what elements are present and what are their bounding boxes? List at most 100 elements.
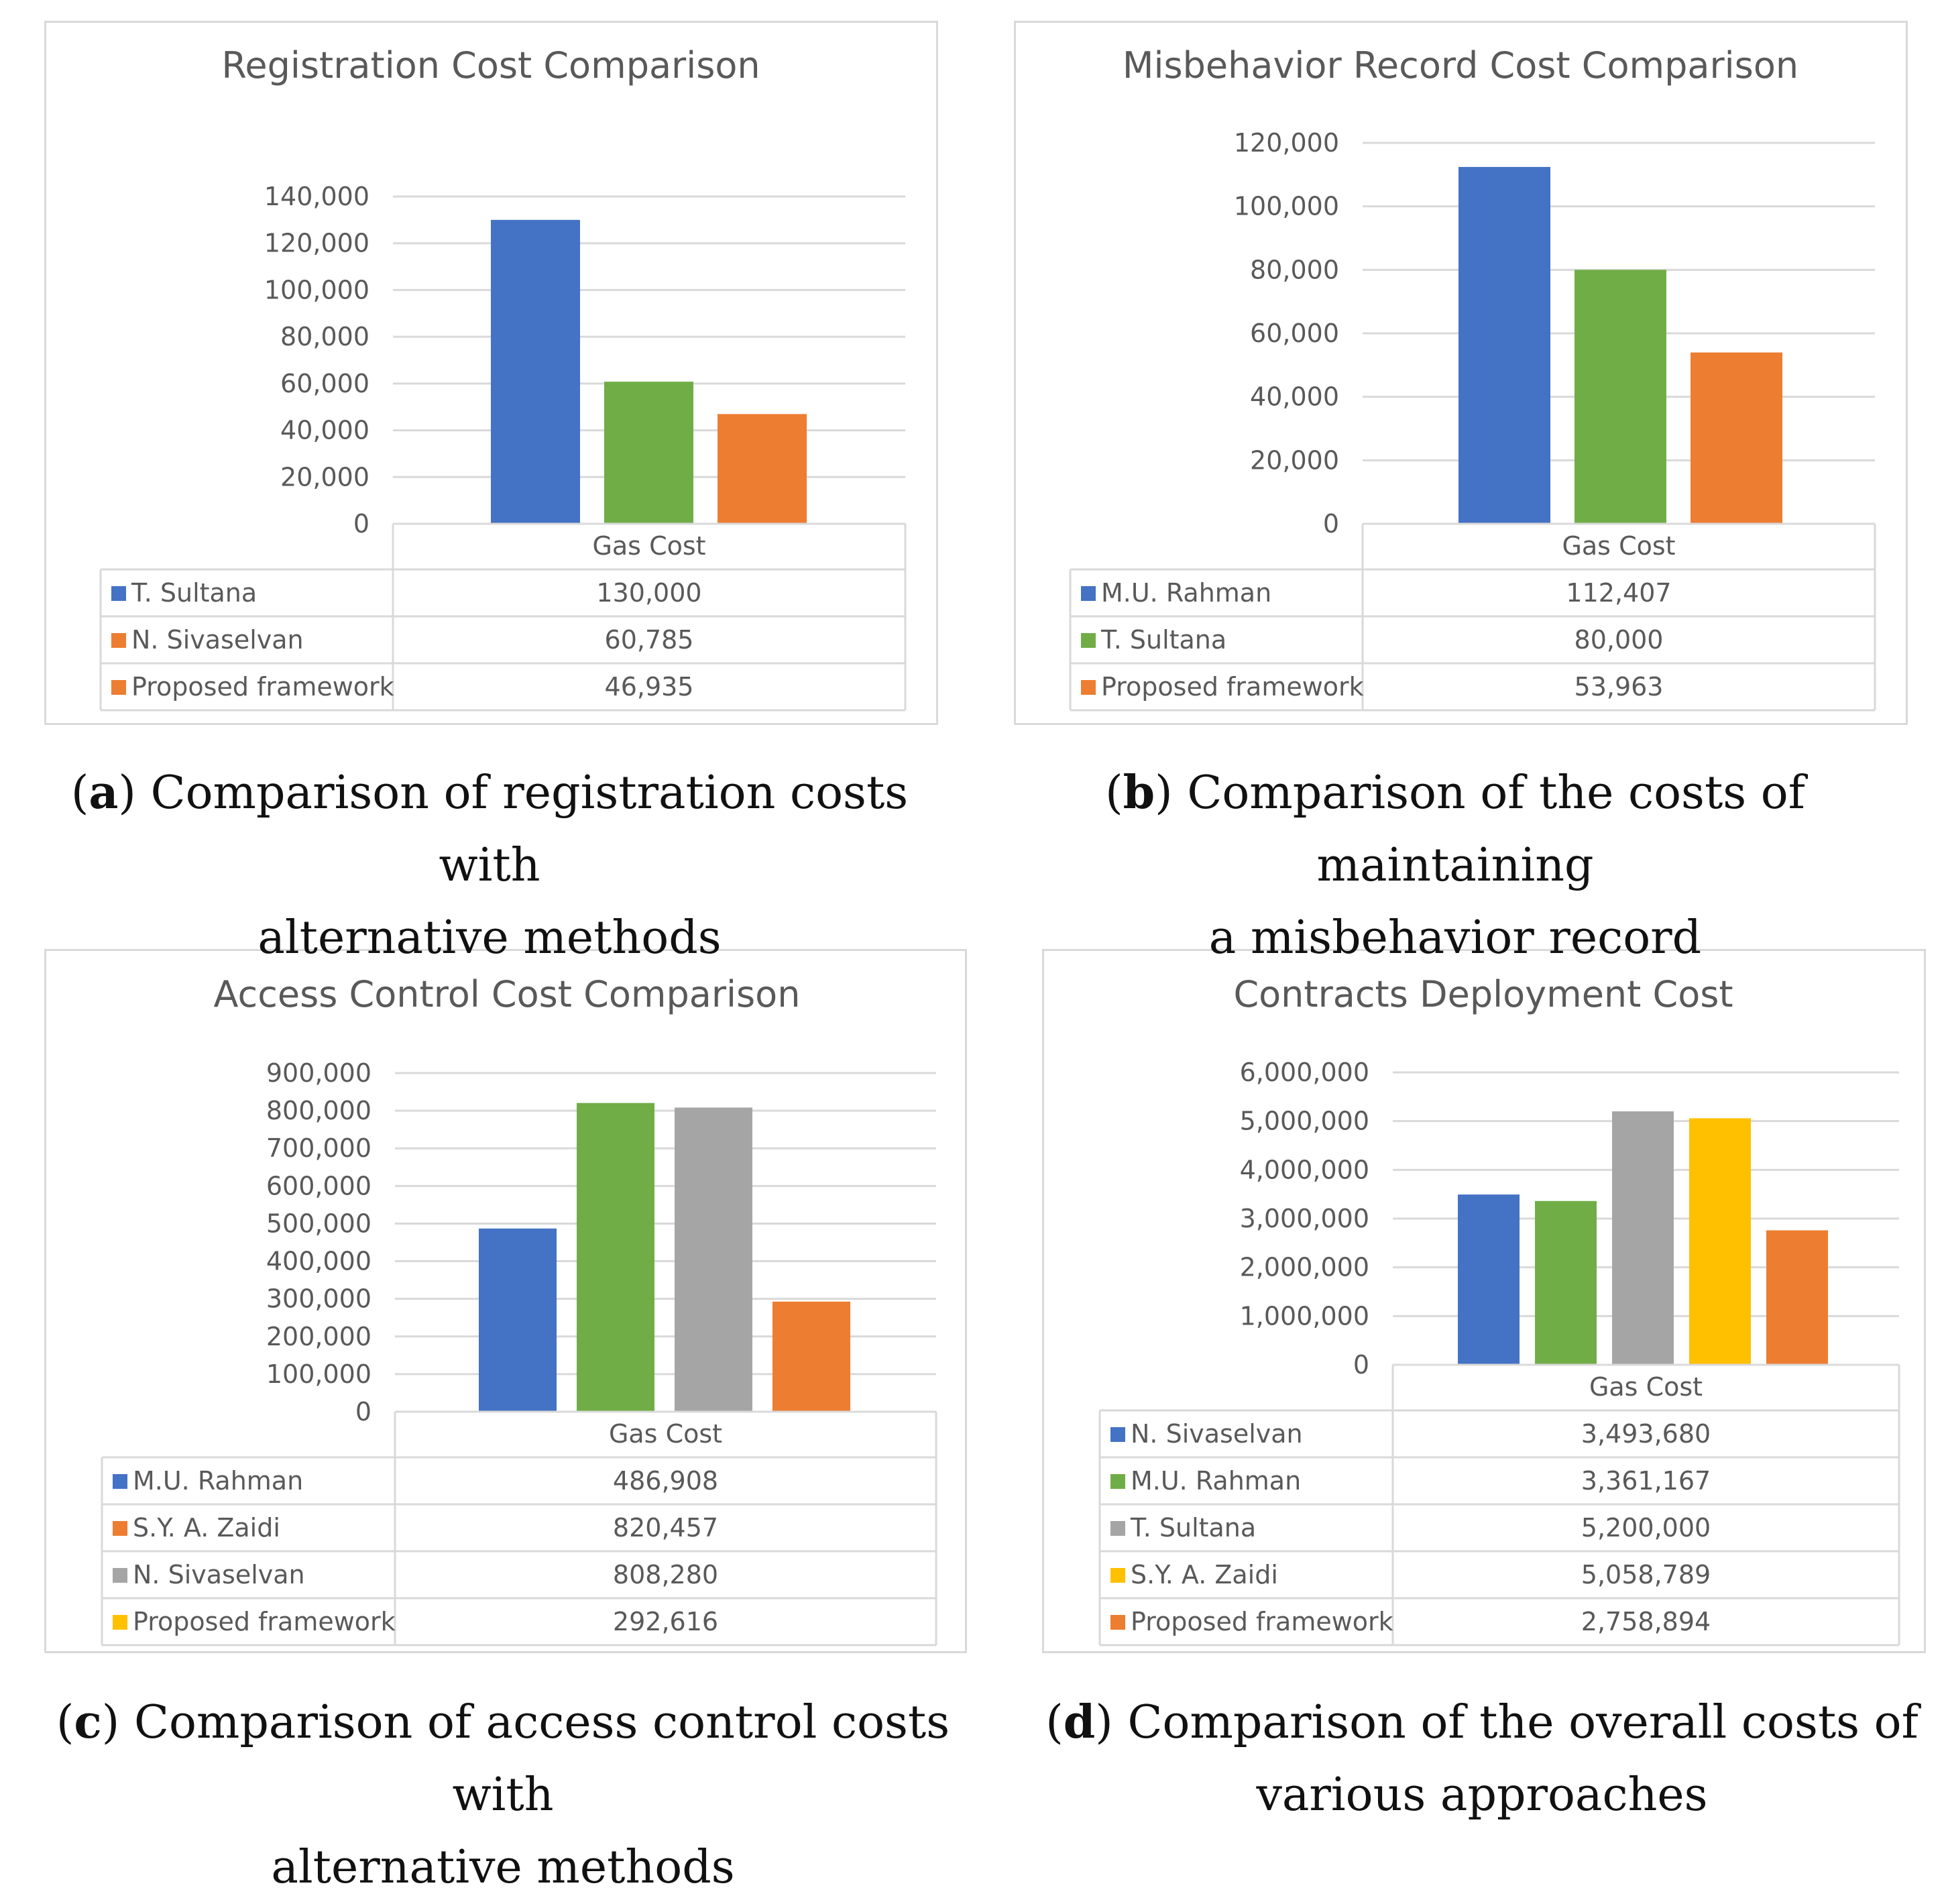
caption-a-line2: alternative methods [257,911,722,964]
caption-d-line2: various approaches [1256,1769,1708,1822]
chart-b-bar-2 [1575,270,1666,524]
chart-c-ytick-label: 200,000 [266,1322,371,1351]
caption-b-line2: a misbehavior record [1208,911,1702,964]
chart-b-data-label-2: 80,000 [1575,625,1664,655]
chart-d-data-label-3: 5,200,000 [1581,1513,1711,1543]
chart-b-title: Misbehavior Record Cost Comparison [1123,44,1798,87]
chart-d-ytick-label: 3,000,000 [1240,1204,1369,1233]
chart-a-legend-swatch-3 [111,680,126,695]
caption-b-line1: (b) Comparison of the costs of maintaini… [1105,766,1805,892]
chart-d-bar-4 [1689,1118,1751,1365]
chart-d: Contracts Deployment Cost 0 1,000,000 2,000… [1098,973,1900,1646]
chart-b-data-label-1: 112,407 [1566,578,1671,608]
chart-c-ytick-label: 300,000 [266,1284,371,1314]
chart-d-legend-swatch-2 [1110,1474,1125,1489]
panel-c-frame [44,949,967,1653]
chart-b-ytick-label: 80,000 [1250,255,1339,284]
chart-b-legend-swatch-1 [1081,586,1096,601]
chart-b-legend-swatch-2 [1081,633,1096,648]
caption-a-text1: Comparison of registration costs with [150,767,909,892]
chart-d-data-label-1: 3,493,680 [1581,1419,1711,1449]
chart-a: Registration Cost Comparison 0 20,000 40,00… [99,44,907,712]
caption-d-line1: (d) Comparison of the overall costs of [1045,1695,1919,1749]
caption-a: (a) Comparison of registration costs wit… [13,757,966,974]
chart-b-ytick-label: 60,000 [1250,319,1339,348]
caption-a-letter: a [89,766,119,820]
chart-d-bar-5 [1766,1230,1828,1365]
chart-d-bar-1 [1458,1194,1520,1365]
chart-c-ytick-label: 600,000 [266,1171,371,1200]
chart-c-legend-swatch-4 [113,1615,127,1630]
chart-c-legend-label-4: Proposed framework [133,1607,396,1636]
chart-d-ytick-label: 1,000,000 [1240,1301,1369,1331]
chart-d-legend-label-3: T. Sultana [1130,1513,1256,1543]
caption-b-letter: b [1123,766,1155,820]
panel-d-frame [1042,949,1926,1653]
chart-c-data-label-1: 486,908 [613,1466,718,1496]
chart-c-legend-label-1: M.U. Rahman [133,1466,303,1496]
chart-d-legend-label-5: Proposed framework [1131,1607,1393,1636]
chart-a-ytick-label: 140,000 [264,182,369,211]
chart-c-legend-swatch-3 [113,1568,127,1583]
chart-c-ytick-label: 800,000 [266,1096,371,1125]
chart-a-legend-swatch-1 [111,586,126,601]
chart-b-legend-label-1: M.U. Rahman [1101,578,1271,608]
chart-c: Access Control Cost Comparison 0 100,000 20… [101,973,937,1646]
caption-c-line1: (c) Comparison of access control costs w… [56,1695,950,1822]
chart-a-legend-label-3: Proposed framework [131,672,394,702]
chart-a-data-label-1: 130,000 [596,578,701,608]
chart-b-ytick-label: 0 [1323,509,1339,539]
chart-d-bar-2 [1535,1200,1597,1365]
chart-b-bar-1 [1458,166,1550,524]
chart-c-bar-1 [479,1228,557,1412]
caption-c-letter: c [74,1695,102,1749]
caption-d: (d) Comparison of the overall costs of v… [1006,1686,1946,1832]
chart-d-legend-label-1: N. Sivaselvan [1131,1419,1303,1449]
caption-a-line1: (a) Comparison of registration costs wit… [70,766,909,892]
chart-d-data-label-5: 2,758,894 [1581,1607,1711,1636]
chart-a-bar-3 [718,414,807,524]
chart-d-legend-label-4: S.Y. A. Zaidi [1131,1560,1278,1589]
chart-a-ytick-label: 120,000 [264,229,369,258]
chart-b: Misbehavior Record Cost Comparison 0 20,00… [1069,44,1876,712]
chart-d-ytick-label: 6,000,000 [1240,1058,1369,1087]
chart-b-bar-3 [1691,352,1782,524]
chart-b-ytick-label: 40,000 [1250,382,1339,412]
chart-b-ytick-label: 120,000 [1234,128,1339,158]
chart-d-bar-3 [1612,1111,1674,1365]
chart-a-data-label-2: 60,785 [605,625,694,655]
chart-d-legend-swatch-5 [1110,1615,1125,1630]
chart-c-data-label-3: 808,280 [613,1560,718,1589]
chart-a-legend-label-1: T. Sultana [131,578,257,608]
caption-b-text1: Comparison of the costs of maintaining [1187,767,1805,892]
chart-d-ytick-label: 5,000,000 [1240,1107,1369,1136]
chart-c-ytick-label: 100,000 [266,1359,371,1389]
chart-d-legend-swatch-4 [1110,1568,1125,1583]
chart-c-ytick-label: 400,000 [266,1247,371,1276]
chart-c-bar-2 [577,1103,654,1412]
chart-d-table-header: Gas Cost [1589,1372,1703,1402]
chart-d-title: Contracts Deployment Cost [1233,973,1733,1015]
chart-a-ytick-label: 100,000 [264,275,369,304]
chart-b-legend-label-2: T. Sultana [1100,625,1226,655]
chart-d-ytick-label: 2,000,000 [1240,1253,1369,1282]
chart-c-ytick-label: 700,000 [266,1133,371,1163]
chart-a-ytick-label: 40,000 [280,416,369,445]
chart-b-legend-swatch-3 [1081,680,1096,695]
chart-a-legend-label-2: N. Sivaselvan [131,625,304,655]
chart-c-legend-swatch-1 [113,1474,127,1489]
panel-b-frame [1014,21,1908,725]
caption-c-text1: Comparison of access control costs with [133,1696,950,1822]
caption-c: (c) Comparison of access control costs w… [13,1686,992,1904]
chart-a-data-label-3: 46,935 [605,672,694,702]
chart-c-bar-3 [675,1107,752,1412]
chart-a-title: Registration Cost Comparison [221,44,760,87]
chart-d-data-label-2: 3,361,167 [1581,1466,1711,1496]
chart-c-table-header: Gas Cost [609,1419,722,1449]
chart-d-legend-swatch-1 [1110,1427,1125,1442]
caption-d-letter: d [1063,1695,1096,1749]
chart-a-ytick-label: 20,000 [280,462,369,492]
caption-c-line2: alternative methods [271,1841,735,1894]
chart-c-title: Access Control Cost Comparison [214,973,801,1015]
chart-c-data-label-4: 292,616 [613,1607,718,1636]
